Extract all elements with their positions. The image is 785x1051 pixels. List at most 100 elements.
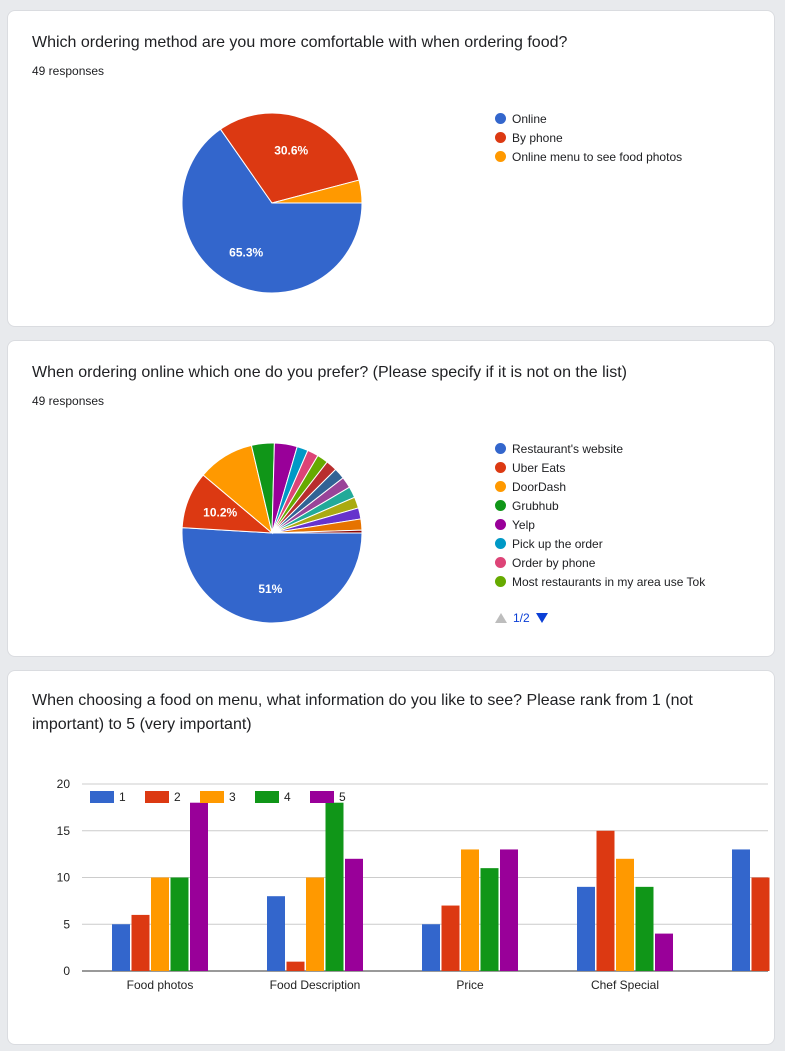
question-card-menu-information: When choosing a food on menu, what infor… <box>7 670 775 1045</box>
legend-item: Restaurant's website <box>495 439 705 458</box>
bar <box>422 924 440 971</box>
legend-label: Online <box>512 111 547 126</box>
legend-item: Grubhub <box>495 496 705 515</box>
x-tick-label: Food photos <box>127 978 194 992</box>
legend-item: By phone <box>495 128 682 147</box>
triangle-up-icon <box>495 613 507 623</box>
y-tick-label: 0 <box>63 964 70 978</box>
bar <box>306 877 324 971</box>
bar <box>112 924 130 971</box>
legend-label: Uber Eats <box>512 460 566 475</box>
legend-swatch <box>495 519 506 530</box>
bar <box>616 858 634 971</box>
bar <box>577 886 595 971</box>
y-tick-label: 10 <box>57 871 71 885</box>
bar <box>500 849 518 971</box>
bar <box>267 896 285 971</box>
bar <box>480 868 499 971</box>
response-count: 49 responses <box>32 64 105 78</box>
question-card-ordering-method: Which ordering method are you more comfo… <box>7 10 775 327</box>
bar <box>170 877 189 971</box>
legend-swatch <box>255 791 279 803</box>
bar <box>751 877 770 971</box>
legend-label: Most restaurants in my area use Tok <box>512 574 706 589</box>
legend-item: Online menu to see food photos <box>495 147 682 166</box>
legend-pager: 1/2 <box>495 611 548 625</box>
bar <box>131 914 150 971</box>
bar <box>190 802 208 971</box>
legend-label: 1 <box>119 790 126 804</box>
bar <box>655 933 673 971</box>
legend-label: 4 <box>284 790 291 804</box>
question-title: When ordering online which one do you pr… <box>32 364 627 381</box>
bar <box>596 830 615 971</box>
legend-label: 2 <box>174 790 181 804</box>
legend-swatch <box>495 557 506 568</box>
legend-label: Pick up the order <box>512 536 603 551</box>
legend-swatch <box>495 113 506 124</box>
bar <box>635 886 654 971</box>
triangle-down-icon[interactable] <box>535 613 548 623</box>
pie-legend: Restaurant's website Uber Eats DoorDash Gru… <box>495 439 705 591</box>
pie-slice <box>219 112 360 204</box>
legend-swatch <box>495 132 506 143</box>
pie-slice <box>181 527 363 624</box>
bar <box>151 877 169 971</box>
legend-swatch <box>90 791 114 803</box>
legend-item: Uber Eats <box>495 458 705 477</box>
legend-item: Pick up the order <box>495 534 705 553</box>
legend-swatch <box>495 500 506 511</box>
pie-slice <box>271 529 363 534</box>
legend-label: 5 <box>339 790 346 804</box>
legend-item: Yelp <box>495 515 705 534</box>
pie-slice-label: 30.6% <box>274 144 308 158</box>
legend-item: Order by phone <box>495 553 705 572</box>
legend-label: By phone <box>512 130 563 145</box>
legend-item: DoorDash <box>495 477 705 496</box>
y-tick-label: 15 <box>57 824 71 838</box>
bar <box>732 849 750 971</box>
pie-slice-label: 51% <box>258 582 282 596</box>
pie-chart-online-preference: 51% 10.2% <box>181 442 363 624</box>
question-title: Which ordering method are you more comfo… <box>32 34 568 51</box>
legend-swatch <box>495 462 506 473</box>
pie-chart-ordering-method: 65.3% 30.6% <box>181 112 363 294</box>
legend-swatch <box>495 481 506 492</box>
legend-label: Grubhub <box>512 498 559 513</box>
bar <box>441 905 460 971</box>
legend-label: Order by phone <box>512 555 596 570</box>
legend-swatch <box>495 443 506 454</box>
x-tick-label: Food Description <box>270 978 361 992</box>
bar <box>461 849 479 971</box>
pie-slice <box>271 179 363 204</box>
legend-item: Most restaurants in my area use Tok <box>495 572 705 591</box>
bar <box>325 802 344 971</box>
legend-label: Yelp <box>512 517 535 532</box>
pie-slice-label: 65.3% <box>229 245 263 259</box>
question-title: When choosing a food on menu, what infor… <box>32 692 693 733</box>
pie-slice <box>181 128 363 294</box>
response-count: 49 responses <box>32 394 105 408</box>
x-tick-label: Price <box>456 978 484 992</box>
legend-swatch <box>495 538 506 549</box>
bar <box>286 961 305 971</box>
y-tick-label: 20 <box>57 777 71 791</box>
legend-page-indicator: 1/2 <box>513 611 530 625</box>
legend-label: Restaurant's website <box>512 441 624 456</box>
legend-label: 3 <box>229 790 236 804</box>
legend-swatch <box>310 791 334 803</box>
legend-swatch <box>145 791 169 803</box>
pie-legend: Online By phone Online menu to see food ph… <box>495 109 682 166</box>
y-tick-label: 5 <box>63 917 70 931</box>
legend-label: Online menu to see food photos <box>512 149 683 164</box>
bar <box>345 858 363 971</box>
legend-swatch <box>495 151 506 162</box>
x-tick-label: Chef Special <box>591 978 659 992</box>
legend-swatch <box>495 576 506 587</box>
question-card-online-preference: When ordering online which one do you pr… <box>7 340 775 657</box>
legend-swatch <box>200 791 224 803</box>
pie-slice-label: 10.2% <box>203 505 237 519</box>
legend-item: Online <box>495 109 682 128</box>
legend-label: DoorDash <box>512 479 567 494</box>
